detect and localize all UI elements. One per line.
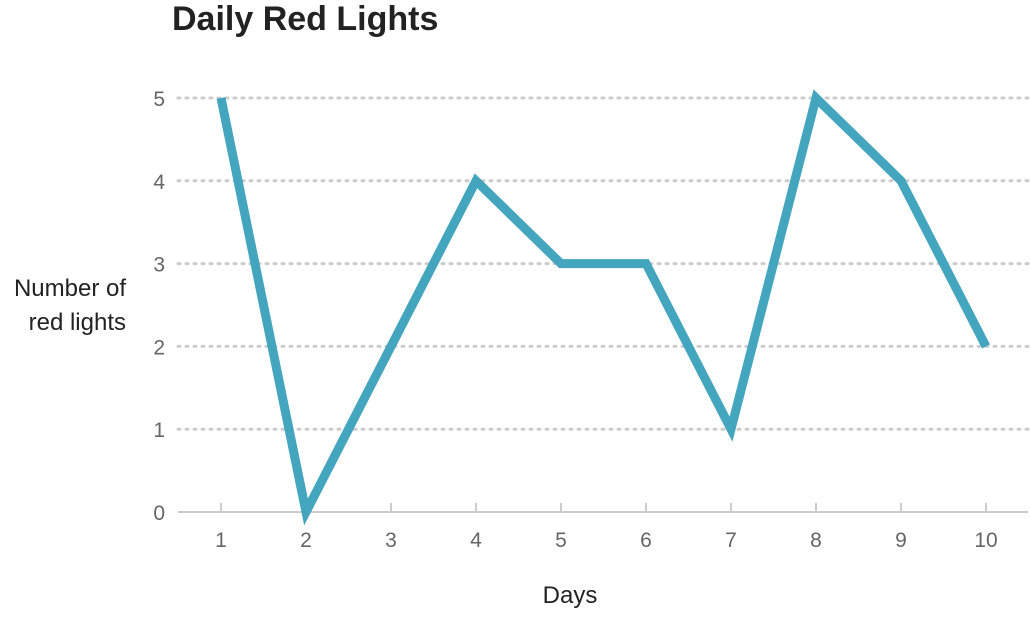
y-tick-label: 0: [153, 502, 165, 525]
y-tick-label: 5: [153, 88, 165, 111]
x-tick-label: 10: [974, 529, 997, 552]
x-axis: 1 2 3 4 5 6 7 8 9 10: [178, 503, 1028, 552]
x-tick-label: 3: [385, 529, 397, 552]
y-tick-label: 1: [153, 419, 165, 442]
series-line: [216, 89, 991, 526]
chart-title: Daily Red Lights: [172, 0, 439, 38]
x-tick-label: 8: [810, 529, 822, 552]
x-tick-label: 1: [215, 529, 227, 552]
series-group: [216, 89, 991, 526]
y-axis-ticks: 0 1 2 3 4 5: [153, 88, 165, 525]
y-tick-label: 4: [153, 171, 165, 194]
x-axis-label: Days: [542, 582, 598, 609]
x-tick-label: 7: [725, 529, 737, 552]
y-tick-label: 2: [153, 336, 165, 359]
x-tick-label: 9: [895, 529, 907, 552]
x-tick-label: 2: [300, 529, 312, 552]
x-tick-label: 5: [555, 529, 567, 552]
y-axis-label: Number of red lights: [13, 275, 126, 336]
x-tick-label: 4: [470, 529, 482, 552]
x-tick-label: 6: [640, 529, 652, 552]
y-tick-label: 3: [153, 254, 165, 277]
